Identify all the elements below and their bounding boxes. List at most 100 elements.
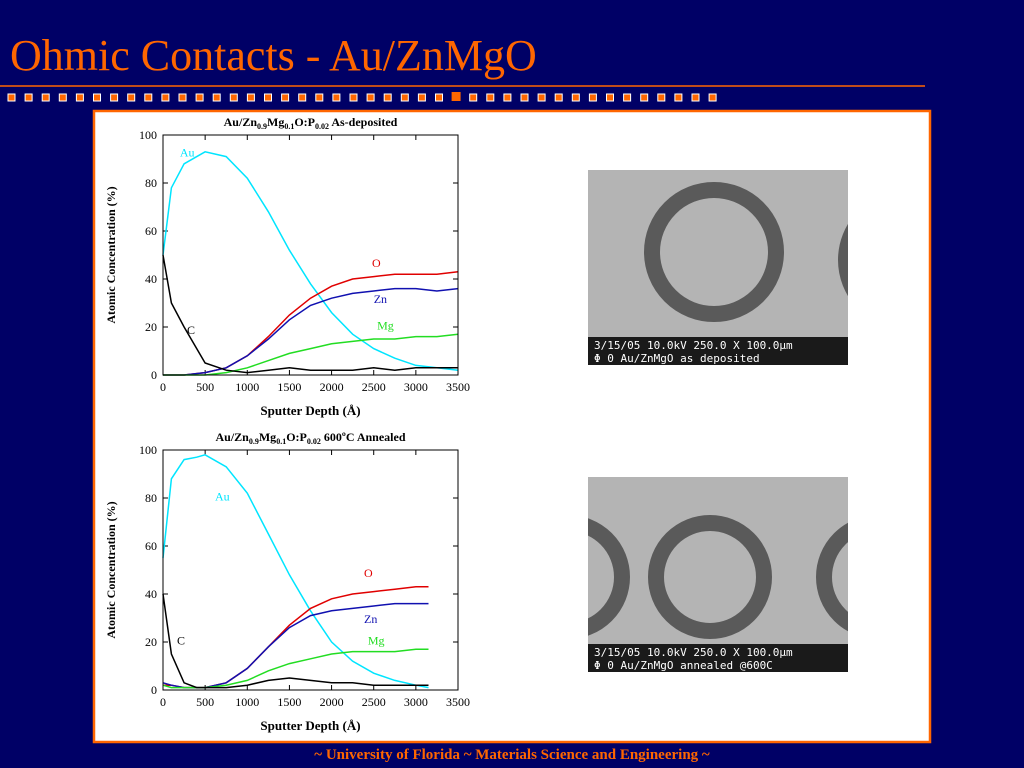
sem-background: [588, 170, 848, 365]
dot: [554, 93, 563, 102]
x-tick-label: 2000: [320, 380, 344, 394]
dot: [657, 93, 666, 102]
series-line: [162, 648, 429, 689]
dot: [383, 93, 392, 102]
caption-band: [588, 337, 848, 365]
x-tick-label: 1500: [277, 695, 301, 709]
dot: [640, 93, 649, 102]
series-line: [162, 151, 459, 371]
x-tick-label: 3500: [446, 695, 470, 709]
x-axis-label: Sputter Depth (Å): [260, 403, 360, 418]
contact-ring: [588, 518, 630, 636]
dot: [127, 93, 136, 102]
y-tick-label: 100: [139, 128, 157, 142]
dot: [195, 93, 204, 102]
dot-row: [7, 92, 717, 102]
dot: [588, 93, 597, 102]
series-label: C: [187, 323, 195, 337]
slide-title: Ohmic Contacts - Au/ZnMgO: [10, 31, 537, 80]
dot: [110, 93, 119, 102]
dot: [349, 93, 358, 102]
dot: [93, 93, 101, 102]
y-tick-label: 80: [145, 491, 157, 505]
x-tick-label: 1000: [235, 695, 259, 709]
dot: [264, 93, 272, 102]
x-tick-label: 0: [160, 380, 166, 394]
series-label: Au: [180, 146, 195, 160]
series-line: [162, 254, 458, 374]
x-tick-label: 2500: [362, 695, 386, 709]
contact-ring: [648, 515, 772, 639]
series-label: O: [372, 256, 381, 270]
dot: [451, 92, 461, 101]
contact-ring: [816, 522, 848, 632]
y-tick-label: 20: [145, 635, 157, 649]
series-label: Au: [215, 489, 230, 503]
y-tick-label: 20: [145, 320, 157, 334]
dot: [161, 93, 170, 102]
x-tick-label: 3000: [404, 695, 428, 709]
x-tick-label: 2000: [320, 695, 344, 709]
y-tick-label: 40: [145, 272, 157, 286]
series-label: Zn: [374, 292, 387, 306]
dot: [503, 93, 512, 102]
y-tick-label: 0: [151, 368, 157, 382]
dot: [144, 93, 153, 102]
dot: [606, 93, 614, 102]
y-tick-label: 60: [145, 539, 157, 553]
y-tick-label: 40: [145, 587, 157, 601]
dot: [41, 93, 50, 102]
caption-band: [588, 644, 848, 672]
x-tick-label: 1500: [277, 380, 301, 394]
dot: [486, 93, 495, 102]
x-tick-label: 3500: [446, 380, 470, 394]
dot: [537, 93, 546, 102]
sem-background: [588, 477, 848, 672]
y-tick-label: 0: [151, 683, 157, 697]
dot: [246, 93, 255, 102]
x-tick-label: 3000: [404, 380, 428, 394]
y-axis-label: Atomic Concentration (%): [104, 501, 118, 638]
dot: [58, 93, 67, 102]
chart-title: Au/Zn0.9Mg0.1O:P0.02 As-deposited: [224, 115, 398, 131]
dot: [469, 93, 478, 102]
series-label: Mg: [368, 633, 385, 647]
y-axis-label: Atomic Concentration (%): [104, 186, 118, 323]
series-label: Mg: [377, 318, 394, 332]
dot: [623, 93, 632, 102]
sem-caption: Φ 0 Au/ZnMgO annealed @600C: [594, 659, 773, 672]
dot: [24, 93, 33, 102]
x-tick-label: 2500: [362, 380, 386, 394]
series-line: [163, 287, 459, 376]
x-tick-label: 500: [196, 380, 214, 394]
sem-caption: 3/15/05 10.0kV 250.0 X 100.0µm: [594, 339, 793, 352]
dot: [315, 93, 324, 102]
dot: [708, 93, 717, 102]
x-tick-label: 1000: [235, 380, 259, 394]
dot: [691, 93, 700, 102]
x-tick-label: 500: [196, 695, 214, 709]
dot: [400, 93, 409, 102]
footer: ~ University of Florida ~ Materials Scie…: [314, 747, 710, 763]
dot: [229, 93, 238, 102]
dot: [366, 93, 375, 102]
dot: [417, 93, 426, 102]
series-label: Zn: [364, 612, 377, 626]
dot: [281, 93, 290, 102]
sem-caption: 3/15/05 10.0kV 250.0 X 100.0µm: [594, 646, 793, 659]
dot: [212, 93, 221, 102]
series-label: O: [364, 566, 373, 580]
dot: [7, 93, 16, 102]
dot: [520, 93, 529, 102]
dot: [674, 93, 683, 102]
dot: [75, 93, 84, 102]
dot: [571, 93, 580, 102]
sem-caption: Φ 0 Au/ZnMgO as deposited: [594, 352, 760, 365]
y-tick-label: 60: [145, 224, 157, 238]
series-line: [162, 453, 429, 689]
x-tick-label: 0: [160, 695, 166, 709]
